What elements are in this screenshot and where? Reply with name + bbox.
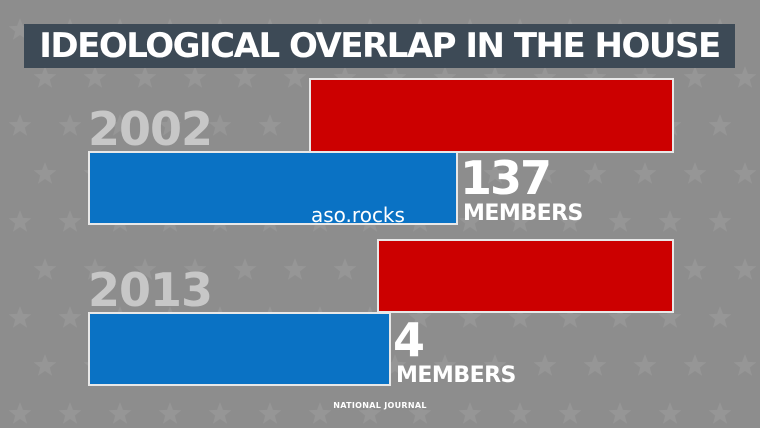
background-star	[583, 354, 607, 376]
background-star	[483, 66, 507, 88]
background-star	[683, 354, 707, 376]
background-star	[208, 402, 232, 424]
background-star	[483, 162, 507, 184]
background-star	[58, 306, 82, 328]
background-star	[58, 402, 82, 424]
background-star	[583, 66, 607, 88]
background-star	[8, 306, 32, 328]
background-star	[683, 162, 707, 184]
background-star	[58, 210, 82, 232]
background-star	[558, 210, 582, 232]
background-star	[733, 258, 757, 280]
background-star	[308, 402, 332, 424]
background-star	[458, 210, 482, 232]
background-star	[508, 306, 532, 328]
background-star	[508, 210, 532, 232]
background-star	[133, 258, 157, 280]
background-star	[8, 18, 32, 40]
background-star	[533, 162, 557, 184]
members-label-2002: MEMBERS	[463, 201, 583, 226]
background-star	[433, 354, 457, 376]
background-star	[533, 66, 557, 88]
background-star	[683, 258, 707, 280]
background-star	[483, 354, 507, 376]
background-star	[633, 354, 657, 376]
background-star	[583, 162, 607, 184]
background-star	[283, 258, 307, 280]
year-label-2002: 2002	[88, 102, 213, 156]
bar-democrat-2002	[88, 151, 458, 225]
overlap-count-2002: 137	[460, 151, 552, 205]
background-star	[608, 402, 632, 424]
background-star	[683, 66, 707, 88]
background-star	[33, 162, 57, 184]
members-label-2013: MEMBERS	[396, 363, 516, 388]
background-star	[283, 66, 307, 88]
background-star	[258, 114, 282, 136]
background-star	[733, 66, 757, 88]
background-star	[708, 306, 732, 328]
background-star	[158, 114, 182, 136]
background-star	[233, 258, 257, 280]
background-star	[608, 210, 632, 232]
background-star	[408, 306, 432, 328]
background-star	[33, 354, 57, 376]
background-star	[733, 162, 757, 184]
background-star	[458, 402, 482, 424]
background-star	[208, 114, 232, 136]
background-star	[108, 114, 132, 136]
background-star	[558, 402, 582, 424]
background-star	[8, 114, 32, 136]
background-star	[708, 210, 732, 232]
background-star	[83, 258, 107, 280]
background-star	[708, 402, 732, 424]
background-star	[533, 354, 557, 376]
background-star	[658, 306, 682, 328]
background-star	[558, 306, 582, 328]
background-star	[108, 402, 132, 424]
background-star	[708, 114, 732, 136]
background-star	[183, 258, 207, 280]
background-star	[358, 402, 382, 424]
background-star	[408, 402, 432, 424]
bar-republican-2002	[309, 78, 674, 153]
background-star	[458, 306, 482, 328]
background-star	[333, 66, 357, 88]
bar-democrat-2013	[88, 312, 391, 386]
background-star	[333, 258, 357, 280]
background-star	[8, 402, 32, 424]
background-star	[233, 66, 257, 88]
background-star	[633, 162, 657, 184]
background-star	[58, 114, 82, 136]
background-star	[433, 66, 457, 88]
chart-title: IDEOLOGICAL OVERLAP IN THE HOUSE	[24, 24, 735, 68]
background-star	[83, 66, 107, 88]
background-star	[608, 306, 632, 328]
background-star	[183, 66, 207, 88]
bar-republican-2013	[377, 239, 674, 313]
background-star	[33, 66, 57, 88]
background-star	[658, 402, 682, 424]
overlap-count-2013: 4	[393, 313, 425, 367]
source-credit: NATIONAL JOURNAL	[333, 401, 427, 410]
background-star	[733, 354, 757, 376]
background-star	[8, 210, 32, 232]
background-star	[658, 210, 682, 232]
background-star	[133, 66, 157, 88]
background-star	[633, 66, 657, 88]
background-star	[33, 258, 57, 280]
background-star	[383, 66, 407, 88]
background-star	[508, 402, 532, 424]
watermark-text: aso.rocks	[311, 203, 405, 227]
background-star	[258, 402, 282, 424]
year-label-2013: 2013	[88, 263, 213, 317]
background-star	[158, 402, 182, 424]
background-star	[383, 354, 407, 376]
